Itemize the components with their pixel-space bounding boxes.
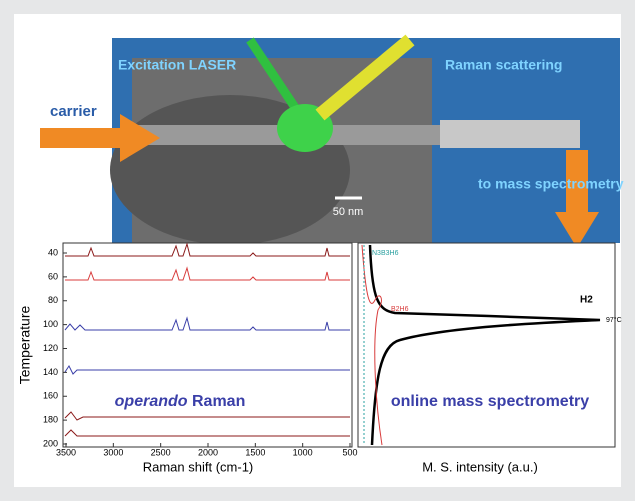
- x-tick-label: 2500: [151, 447, 171, 457]
- x-tick-label: 1000: [293, 447, 313, 457]
- ms-frame: [357, 242, 616, 448]
- x-tick-label: 1500: [245, 447, 265, 457]
- x-tick-label: 3000: [103, 447, 123, 457]
- y-tick-label: 80: [48, 295, 58, 305]
- raman-title: operando Raman: [115, 393, 246, 410]
- laser-beam: [246, 37, 304, 118]
- y-tick-label: 140: [43, 367, 58, 377]
- spectrum: [65, 266, 350, 281]
- raman-title-rest: Raman: [192, 393, 245, 410]
- b2h6-trace: [361, 244, 383, 446]
- spectra: [64, 242, 601, 446]
- scattered-light: [315, 34, 415, 121]
- spectrum: [64, 316, 350, 331]
- raman-title-italic: operando: [115, 393, 188, 410]
- y-tick-label: 100: [43, 319, 58, 329]
- y-tick-label: 180: [43, 415, 58, 425]
- h2-label: H2: [580, 295, 593, 306]
- scattering-label: Raman scattering: [445, 57, 562, 73]
- y-tick-label: 60: [48, 271, 58, 281]
- x-tick-label: 500: [342, 447, 357, 457]
- spectrum: [64, 429, 350, 437]
- y-tick-label: 160: [43, 391, 58, 401]
- raman-frame: [62, 242, 353, 448]
- spectrum: [64, 365, 350, 375]
- x-tick-label: 3500: [56, 447, 76, 457]
- borazine-label: N3B3H6: [372, 250, 399, 257]
- laser-label: Excitation LASER: [118, 57, 236, 73]
- spectrum: [64, 411, 350, 421]
- fitting: [440, 120, 580, 148]
- laser-spot: [277, 104, 333, 152]
- h2-trace: [368, 244, 601, 446]
- y-tick-label: 200: [43, 438, 58, 448]
- scale-label: 50 nm: [333, 206, 364, 218]
- carrier-arrow: [40, 114, 160, 162]
- ms-arrow: [555, 150, 599, 248]
- b2h6-label: B2H6: [391, 306, 409, 313]
- x-tick-label: 2000: [198, 447, 218, 457]
- y-label: Temperature: [17, 305, 33, 384]
- spectrum: [65, 242, 350, 257]
- x-label: Raman shift (cm-1): [143, 459, 254, 474]
- y-tick-label: 120: [43, 343, 58, 353]
- ms-label: to mass spectrometry: [478, 176, 624, 192]
- ms-title: online mass spectrometry: [391, 393, 589, 410]
- carrier-label: carrier: [50, 103, 97, 120]
- peak-label: 97°C: [606, 316, 622, 324]
- y-tick-label: 40: [48, 247, 58, 257]
- ms-x-label: M. S. intensity (a.u.): [422, 459, 538, 474]
